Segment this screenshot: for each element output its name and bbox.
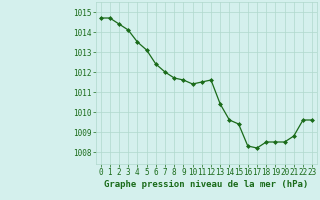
X-axis label: Graphe pression niveau de la mer (hPa): Graphe pression niveau de la mer (hPa) xyxy=(104,180,308,189)
